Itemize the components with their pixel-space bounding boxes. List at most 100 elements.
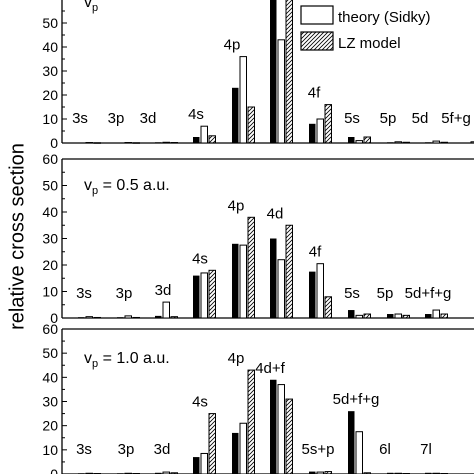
category-label: 5p bbox=[380, 110, 397, 127]
bar-open-3p bbox=[124, 142, 132, 144]
y-tick-label: 20 bbox=[42, 257, 58, 273]
bar-open-5d bbox=[432, 140, 440, 144]
bar-open-3p bbox=[124, 315, 132, 319]
bar-open-4df bbox=[277, 384, 285, 474]
category-label: 4d+f bbox=[255, 360, 285, 377]
bar-open-3d bbox=[162, 141, 170, 144]
bar-solid-4p bbox=[232, 87, 239, 143]
category-label: 4p bbox=[228, 350, 245, 367]
bar-solid-3s bbox=[78, 142, 85, 144]
bar-solid-3d bbox=[155, 315, 162, 318]
bar-hatched-5d bbox=[440, 141, 448, 144]
y-tick-label: 30 bbox=[42, 63, 58, 79]
y-tick-label: 0 bbox=[50, 310, 58, 326]
category-label: 5p bbox=[377, 285, 394, 302]
bar-open-5sp bbox=[316, 471, 324, 474]
bar-solid-3d bbox=[155, 142, 162, 143]
y-tick-label: 0 bbox=[50, 135, 58, 151]
bar-open-5fg bbox=[470, 141, 474, 144]
bar-solid-5s bbox=[348, 137, 355, 143]
bar-open-4d bbox=[277, 39, 285, 144]
category-label: 6l bbox=[379, 441, 391, 458]
y-tick-label: 20 bbox=[42, 87, 58, 103]
y-tick-label: 30 bbox=[42, 231, 58, 247]
bar-hatched-4d bbox=[285, 224, 293, 319]
bar-solid-4s bbox=[193, 137, 200, 143]
bar-hatched-4p bbox=[247, 369, 255, 474]
bar-hatched-3d bbox=[170, 142, 178, 144]
category-label: 5s bbox=[344, 285, 360, 302]
bar-open-5p bbox=[394, 313, 402, 319]
y-tick-label: 40 bbox=[42, 369, 58, 385]
bar-solid-6l bbox=[387, 472, 394, 474]
bar-hatched-4p bbox=[247, 216, 255, 319]
bar-hatched-4f bbox=[324, 104, 332, 144]
bar-open-5dfg bbox=[432, 309, 440, 319]
bar-open-5s bbox=[355, 140, 363, 144]
category-label: 4p bbox=[228, 197, 245, 214]
category-label: 4s bbox=[192, 394, 208, 411]
category-label: 5s+p bbox=[302, 441, 335, 458]
bar-solid-5p bbox=[387, 314, 394, 318]
bar-open-4s bbox=[200, 125, 208, 144]
chart-panel-2: 0 10 20 30 40 50 60 3s 3p 3d 4s 4p 4d 4f 5s 5p 5d+f+g vp … bbox=[42, 151, 474, 326]
y-tick-label: 60 bbox=[42, 321, 58, 337]
bar-solid-5d bbox=[425, 142, 432, 143]
legend-swatch-theory bbox=[300, 5, 334, 25]
y-tick-label: 20 bbox=[42, 418, 58, 434]
bar-open-5p bbox=[394, 141, 402, 144]
bar-solid-4s bbox=[193, 275, 200, 318]
category-label: 4f bbox=[308, 85, 321, 102]
bar-open-3s bbox=[85, 142, 93, 144]
bar-open-4f bbox=[316, 263, 324, 319]
y-tick-label: 10 bbox=[42, 442, 58, 458]
legend-swatch-lz bbox=[300, 31, 334, 51]
legend-label-theory: theory (Sidky) bbox=[338, 9, 431, 26]
category-label: 4d bbox=[267, 205, 284, 222]
category-label: 5f+g bbox=[441, 110, 471, 127]
bar-hatched-5p bbox=[402, 141, 410, 144]
bar-solid-4d bbox=[270, 238, 277, 318]
bar-solid-4f bbox=[309, 271, 316, 318]
bar-solid-3p bbox=[117, 142, 124, 144]
category-label: 5d+f+g bbox=[405, 285, 452, 302]
bar-solid-3s bbox=[78, 317, 85, 318]
category-label: 4p bbox=[224, 37, 241, 54]
bar-hatched-5s bbox=[363, 313, 371, 319]
y-tick-label: 50 bbox=[42, 178, 58, 194]
category-label: 5s bbox=[344, 110, 360, 127]
bar-hatched-5dfg bbox=[440, 313, 448, 319]
bar-hatched-4df bbox=[285, 398, 293, 474]
category-label: 3d bbox=[155, 282, 172, 299]
y-tick-label: 60 bbox=[42, 151, 58, 167]
category-label: 4s bbox=[192, 250, 208, 267]
category-label: 3s bbox=[76, 441, 92, 458]
velocity-annotation: vp = 1.0 a.u. bbox=[84, 350, 170, 370]
category-label: 4s bbox=[188, 106, 204, 123]
bar-solid-4d bbox=[270, 0, 277, 143]
y-tick-label: 40 bbox=[42, 39, 58, 55]
bar-solid-5p bbox=[387, 142, 394, 143]
bar-hatched-4d bbox=[285, 0, 293, 144]
y-tick-label: 0 bbox=[50, 466, 58, 474]
category-label: 5d bbox=[412, 110, 429, 127]
bar-hatched-4s bbox=[208, 135, 216, 144]
bar-solid-4df bbox=[270, 379, 277, 474]
bar-hatched-3d bbox=[170, 316, 178, 319]
bar-open-3d bbox=[162, 301, 170, 319]
bar-open-4s bbox=[200, 272, 208, 319]
bar-open-4p bbox=[239, 422, 247, 474]
bar-hatched-3s bbox=[93, 142, 101, 144]
y-tick-label: 50 bbox=[42, 345, 58, 361]
legend-label-lz: LZ model bbox=[338, 35, 401, 52]
category-label: 3s bbox=[72, 110, 88, 127]
bar-solid-4s bbox=[193, 457, 200, 474]
bar-hatched-4f bbox=[324, 296, 332, 319]
bar-open-4d bbox=[277, 259, 285, 319]
category-label: 7l bbox=[420, 441, 432, 458]
bar-solid-7l bbox=[425, 472, 432, 474]
category-label: 5d+f+g bbox=[333, 391, 380, 408]
category-label: 3s bbox=[76, 285, 92, 302]
bar-solid-5dfg bbox=[425, 314, 432, 318]
